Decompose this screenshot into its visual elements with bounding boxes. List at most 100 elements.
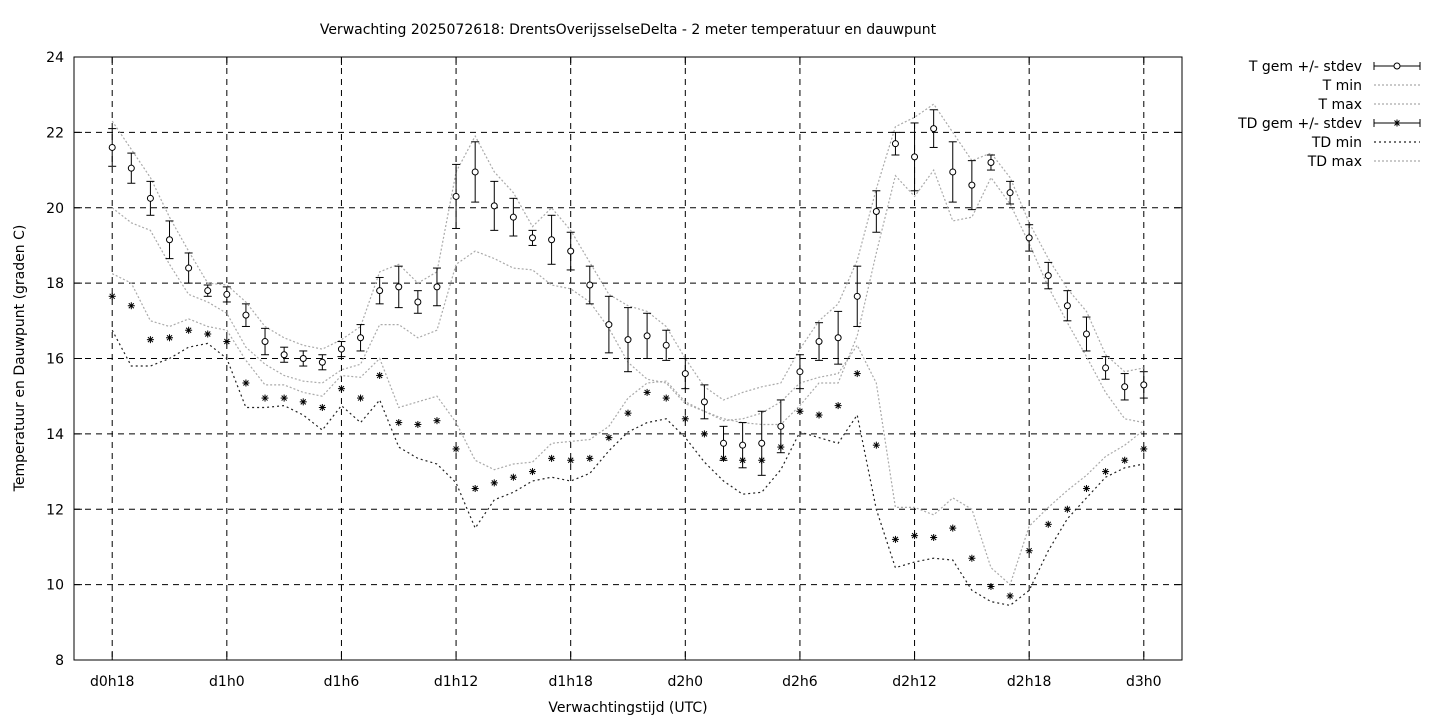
- data-point-t-mean: [280, 351, 288, 359]
- data-point-td-mean: [815, 411, 823, 419]
- data-point-t-mean: [911, 153, 919, 161]
- data-point-t-mean: [624, 336, 632, 344]
- x-tick-label: d1h18: [548, 674, 592, 690]
- data-point-td-mean: [872, 441, 880, 449]
- x-tick-label: d2h6: [782, 674, 818, 690]
- x-tick-label: d2h18: [1007, 674, 1051, 690]
- y-tick-label: 10: [46, 578, 64, 594]
- data-point-td-mean: [853, 370, 861, 378]
- data-point-t-mean: [1082, 330, 1090, 338]
- data-point-td-mean: [567, 456, 575, 464]
- data-point-td-mean: [223, 338, 231, 346]
- series-marks: [108, 109, 1148, 600]
- legend-label: T min: [1322, 78, 1362, 94]
- data-point-td-mean: [280, 394, 288, 402]
- legend-entry: T gem +/- stdev: [1248, 59, 1421, 75]
- data-point-t-mean: [357, 334, 365, 342]
- data-point-t-mean: [223, 290, 231, 298]
- x-tick-label: d2h0: [668, 674, 704, 690]
- data-point-td-mean: [490, 479, 498, 487]
- data-point-td-mean: [357, 394, 365, 402]
- y-tick-label: 18: [46, 276, 64, 292]
- y-tick-label: 24: [46, 50, 64, 66]
- data-point-t-mean: [166, 236, 174, 244]
- data-point-t-mean: [1044, 272, 1052, 280]
- data-point-t-mean: [758, 439, 766, 447]
- data-point-td-mean: [911, 532, 919, 540]
- data-point-t-mean: [949, 168, 957, 176]
- legend-entry: T max: [1317, 97, 1420, 113]
- data-point-t-mean: [318, 358, 326, 366]
- data-point-t-mean: [299, 355, 307, 362]
- data-point-td-mean: [433, 417, 441, 425]
- data-point-td-mean: [834, 402, 842, 410]
- data-point-t-mean: [796, 368, 804, 376]
- data-point-td-mean: [643, 388, 651, 396]
- data-point-t-mean: [509, 213, 517, 221]
- data-point-td-mean: [681, 415, 689, 423]
- data-point-t-mean: [662, 341, 670, 349]
- data-point-t-mean: [739, 441, 747, 449]
- data-point-t-mean: [681, 370, 689, 378]
- data-point-t-mean: [930, 125, 938, 133]
- data-point-t-mean: [471, 168, 479, 176]
- x-tick-label: d1h6: [324, 674, 360, 690]
- legend-label: TD gem +/- stdev: [1237, 116, 1362, 132]
- data-point-t-mean: [528, 234, 536, 242]
- data-point-td-mean: [1121, 456, 1129, 464]
- data-point-td-mean: [777, 443, 785, 451]
- data-point-t-mean: [815, 338, 823, 346]
- data-point-td-mean: [204, 330, 212, 338]
- x-tick-label: d1h12: [434, 674, 478, 690]
- data-point-t-mean: [605, 321, 613, 329]
- data-point-td-mean: [242, 379, 250, 387]
- data-point-t-mean: [777, 422, 785, 430]
- data-point-td-mean: [796, 407, 804, 415]
- x-tick-label: d2h12: [892, 674, 936, 690]
- data-point-td-mean: [1063, 505, 1071, 513]
- legend-label: TD min: [1311, 135, 1362, 151]
- x-tick-label: d3h0: [1126, 674, 1162, 690]
- x-tick-label: d1h0: [209, 674, 245, 690]
- data-point-t-mean: [185, 264, 193, 272]
- data-point-td-mean: [968, 554, 976, 562]
- y-tick-label: 12: [46, 502, 64, 518]
- data-point-t-mean: [586, 281, 594, 289]
- data-point-t-mean: [1121, 383, 1129, 391]
- data-point-td-mean: [605, 434, 613, 442]
- data-point-td-mean: [949, 524, 957, 532]
- data-point-td-mean: [318, 403, 326, 411]
- data-point-t-mean: [1102, 364, 1110, 372]
- data-point-t-mean: [1025, 234, 1033, 242]
- legend-entry: TD max: [1307, 154, 1420, 170]
- data-point-td-mean: [395, 419, 403, 427]
- legend-marker: [1393, 119, 1401, 127]
- legend-entry: TD gem +/- stdev: [1237, 116, 1421, 132]
- legend-label: TD max: [1307, 154, 1362, 170]
- data-point-t-mean: [872, 208, 880, 216]
- x-axis-label: Verwachtingstijd (UTC): [548, 700, 707, 716]
- legend-entry: TD min: [1311, 135, 1420, 151]
- data-point-t-mean: [548, 236, 556, 244]
- data-point-td-mean: [1102, 468, 1110, 476]
- data-point-td-mean: [414, 420, 422, 428]
- data-point-t-mean: [643, 332, 651, 340]
- data-point-td-mean: [930, 534, 938, 542]
- data-point-td-mean: [1006, 592, 1014, 600]
- data-point-td-mean: [624, 409, 632, 417]
- data-point-t-mean: [395, 283, 403, 291]
- data-point-td-mean: [452, 445, 460, 453]
- data-point-t-mean: [720, 439, 728, 447]
- legend-entry: T min: [1322, 78, 1420, 94]
- series-line-t-max: [111, 103, 1144, 401]
- data-point-t-mean: [853, 292, 861, 300]
- legend: T gem +/- stdev T min T max TD gem +/- stde…: [1237, 59, 1421, 170]
- data-point-t-mean: [891, 140, 899, 148]
- y-tick-label: 20: [46, 201, 64, 217]
- y-tick-label: 14: [46, 427, 64, 443]
- data-point-t-mean: [700, 398, 708, 406]
- data-point-td-mean: [739, 456, 747, 464]
- data-point-td-mean: [337, 385, 345, 393]
- x-tick-label: d0h18: [90, 674, 134, 690]
